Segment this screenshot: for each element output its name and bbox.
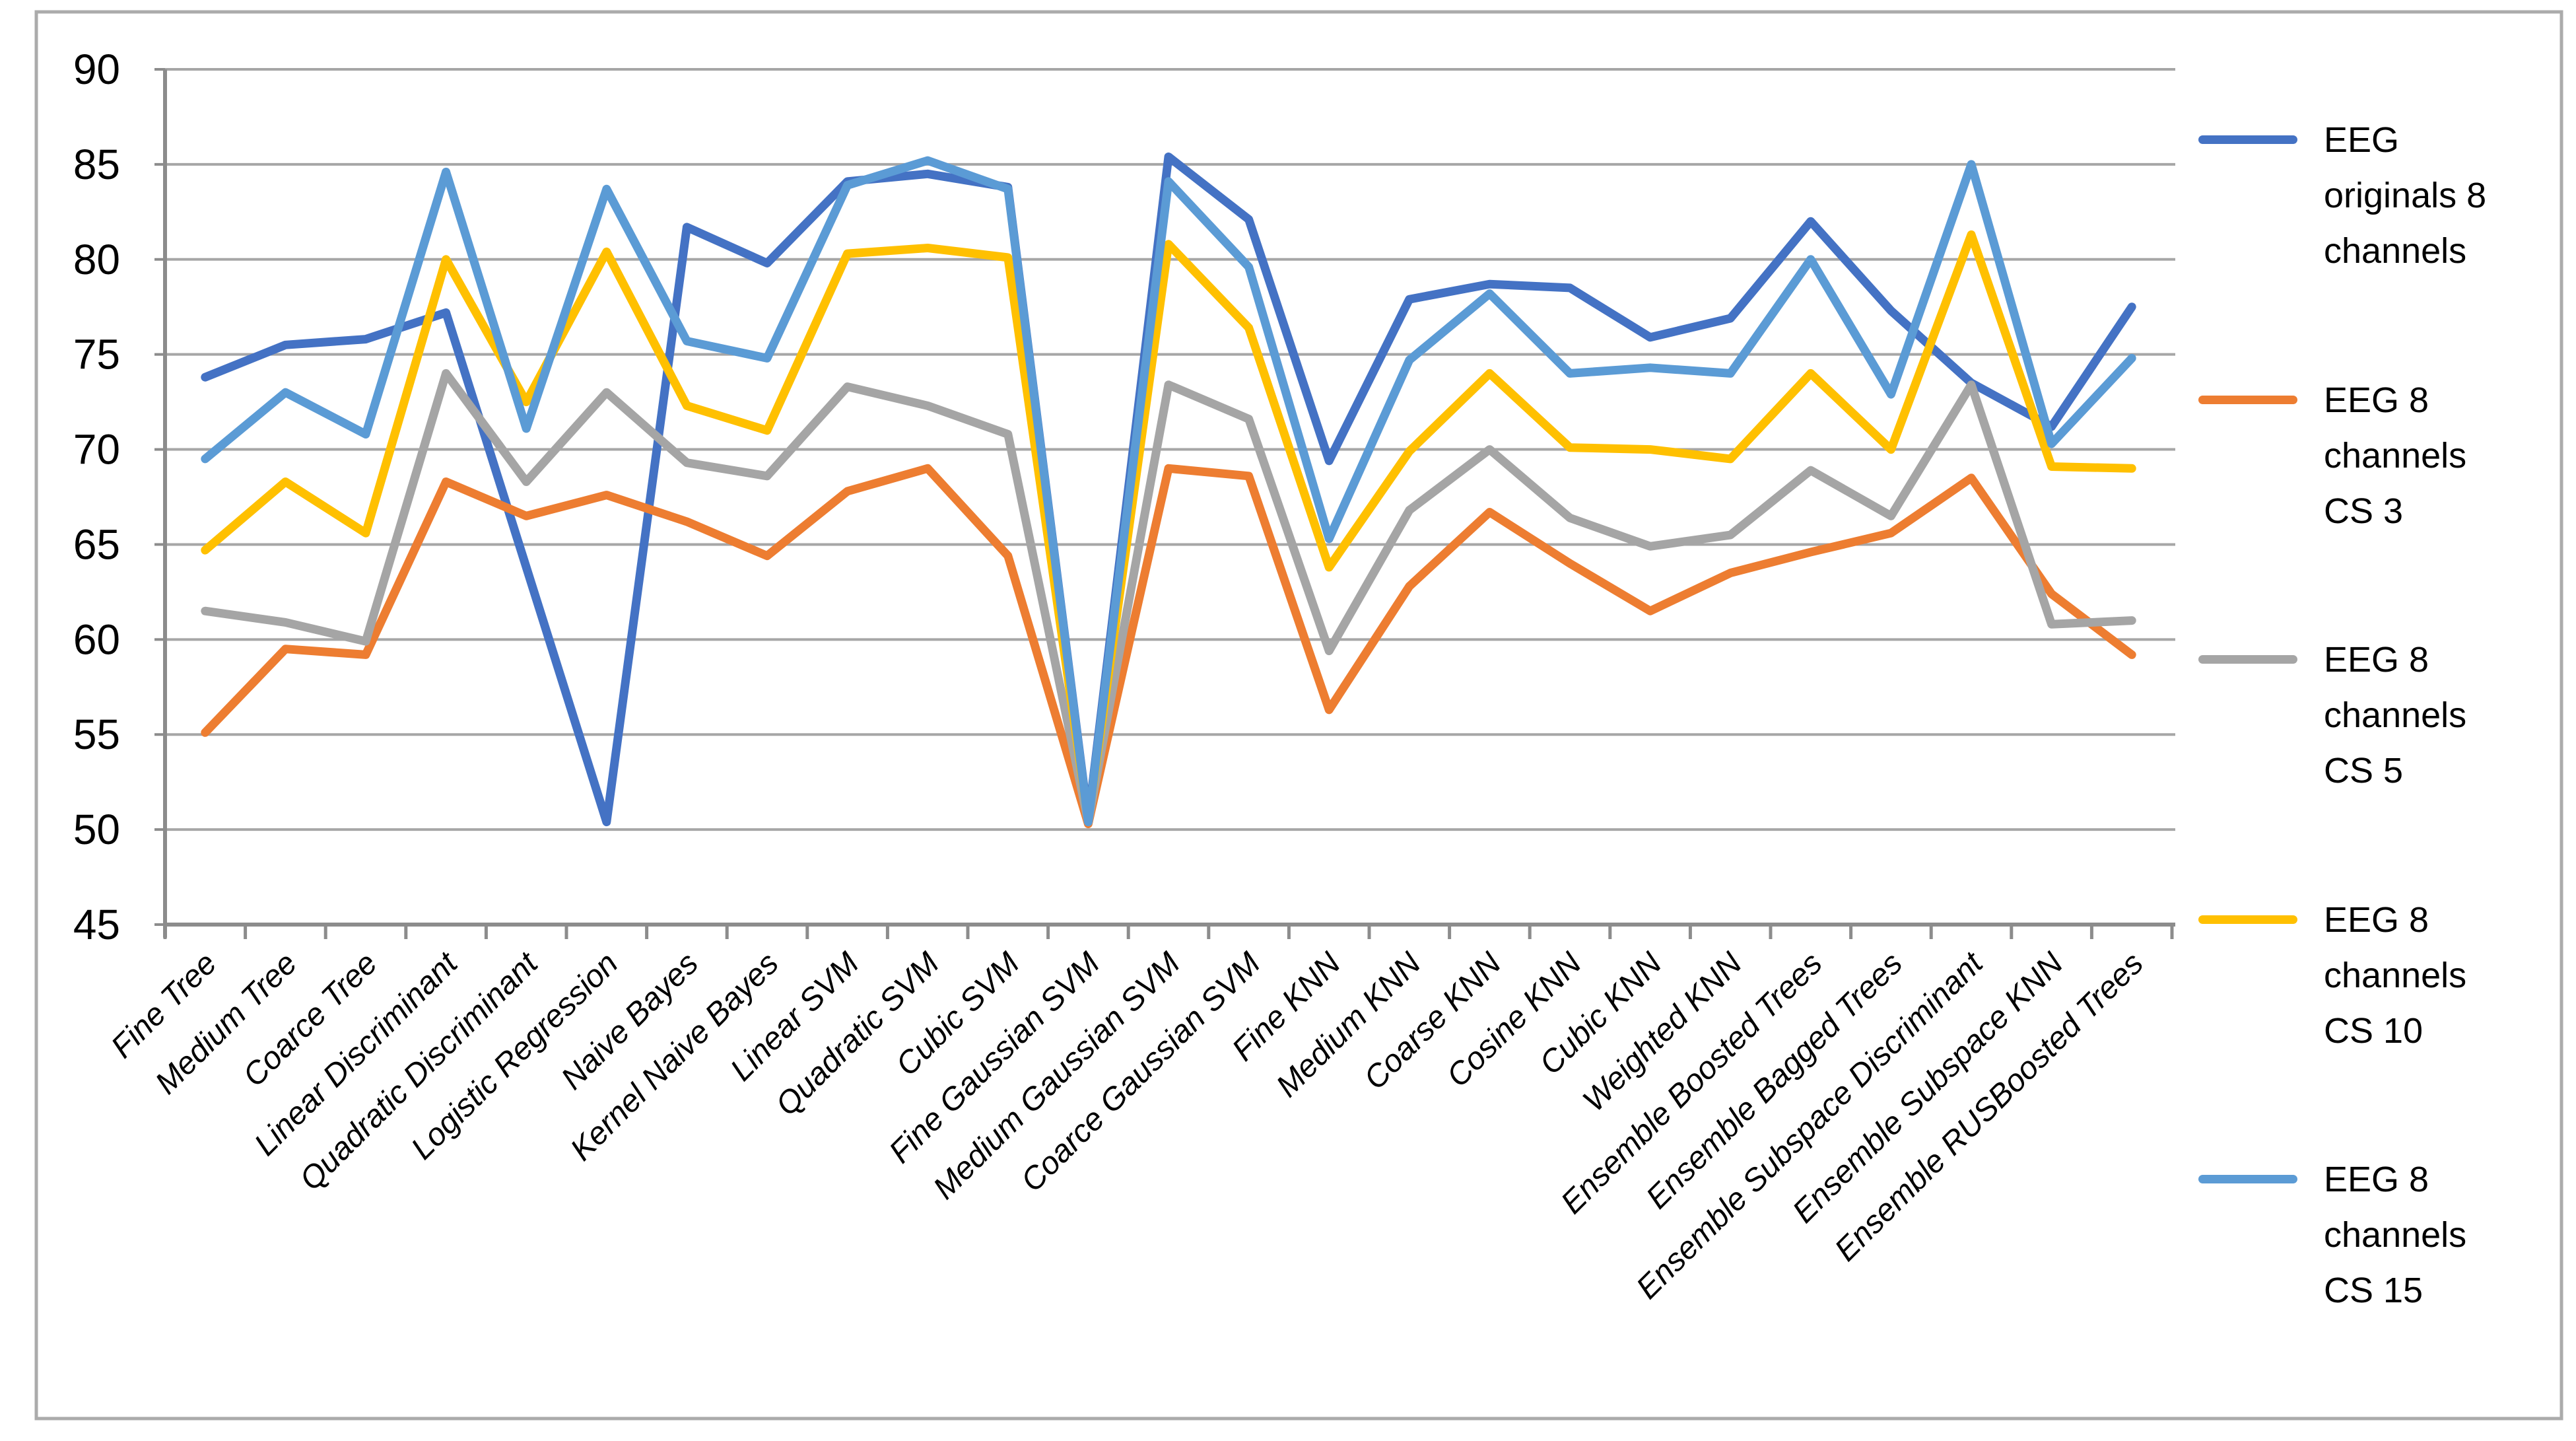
y-axis-label-85: 85: [73, 141, 120, 188]
y-axis-label-50: 50: [73, 806, 120, 853]
legend-label-4: EEG 8 channels CS 15: [2324, 1160, 2467, 1310]
chart-legend: EEG originals 8 channels EEG 8 channels C…: [2198, 0, 2575, 1441]
y-axis-label-75: 75: [73, 331, 120, 378]
y-axis-label-60: 60: [73, 615, 120, 663]
y-axis-label-70: 70: [73, 426, 120, 474]
figure-border: [34, 10, 2563, 1421]
legend-label-0: EEG originals 8 channels: [2324, 120, 2487, 271]
legend-swatch-icon-3: [2198, 915, 2297, 924]
y-axis-label-55: 55: [73, 711, 120, 758]
legend-swatch-icon-4: [2198, 1175, 2297, 1183]
series-line-0: [201, 152, 2136, 827]
legend-label-3: EEG 8 channels CS 10: [2324, 900, 2467, 1051]
series-line-4: [201, 156, 2136, 827]
y-axis-label-90: 90: [73, 46, 120, 93]
legend-label-1: EEG 8 channels CS 3: [2324, 380, 2467, 531]
legend-swatch-icon-2: [2198, 655, 2297, 664]
series-line-2: [201, 369, 2136, 827]
legend-swatch-icon-1: [2198, 396, 2297, 404]
y-axis-label-45: 45: [73, 901, 120, 948]
y-axis-label-80: 80: [73, 236, 120, 283]
series-line-3: [201, 230, 2136, 825]
legend-label-2: EEG 8 channels CS 5: [2324, 640, 2467, 791]
series-line-1: [201, 464, 2136, 828]
x-axis-label-1: Medium Tree: [149, 946, 304, 1101]
legend-swatch-icon-0: [2198, 135, 2297, 144]
y-axis-label-65: 65: [73, 520, 120, 568]
